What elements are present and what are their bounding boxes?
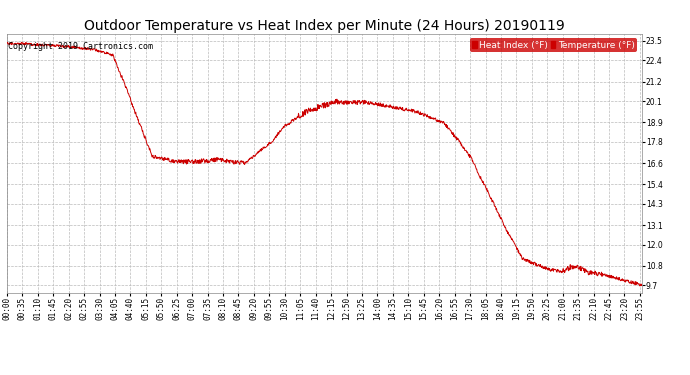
Text: Copyright 2019 Cartronics.com: Copyright 2019 Cartronics.com — [8, 42, 153, 51]
Title: Outdoor Temperature vs Heat Index per Minute (24 Hours) 20190119: Outdoor Temperature vs Heat Index per Mi… — [84, 19, 564, 33]
Legend: Heat Index (°F), Temperature (°F): Heat Index (°F), Temperature (°F) — [470, 38, 637, 52]
